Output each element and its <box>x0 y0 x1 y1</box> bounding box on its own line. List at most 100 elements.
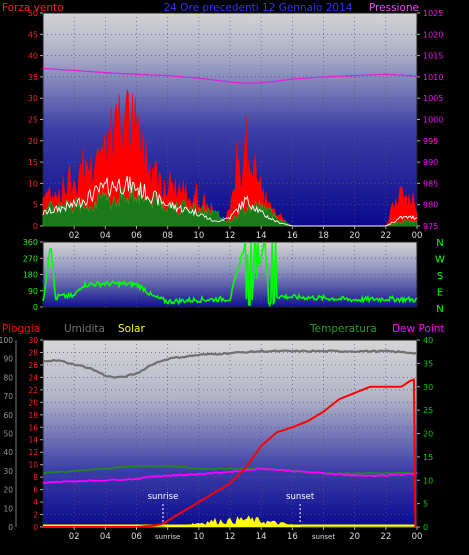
atmosphere-time-axis-tick-label: 04 <box>100 532 111 542</box>
wind-time-axis-tick-label: 08 <box>162 231 173 241</box>
atmosphere-time-axis-tick-label: 12 <box>225 532 236 542</box>
legend-temperatura: Temperatura <box>309 323 377 335</box>
sun-annotations: sunrise sunset <box>148 492 315 524</box>
rain-axis-tick-label: 10 <box>28 461 38 470</box>
temperature-axis-tick-label: 20 <box>423 430 433 439</box>
wind-axis-tick-label: 25 <box>28 116 38 125</box>
wind-axis-tick-label: 50 <box>28 9 38 18</box>
sunrise-label: sunrise <box>148 492 179 502</box>
wind-time-axis-tick-label: 10 <box>193 231 204 241</box>
temperature-axis-tick-label: 0 <box>423 523 428 532</box>
wind-time-axis: 02 04 06 08 10 12 14 16 18 20 22 00 <box>69 226 423 241</box>
wind-time-axis-tick-label: 00 <box>412 231 423 241</box>
direction-axis-tick-label: 90 <box>28 287 38 296</box>
direction-degree-axis: 0 90 180 270 360 <box>23 238 43 312</box>
rain-axis-tick-label: 14 <box>28 436 38 445</box>
rain-axis-tick-label: 26 <box>28 361 38 370</box>
compass-letter: S <box>437 271 443 282</box>
humidity-axis-tick-label: 10 <box>3 504 13 513</box>
temperature-axis-tick-label: 5 <box>423 500 428 509</box>
chart-title: 24 Ore precedenti 12 Gennaio 2014 <box>164 2 353 14</box>
temperature-axis-tick-label: 30 <box>423 383 433 392</box>
pressure-axis-tick-label: 1015 <box>423 52 443 61</box>
rain-axis-tick-label: 12 <box>28 448 38 457</box>
temperature-axis-tick-label: 35 <box>423 359 433 368</box>
atmosphere-time-axis-tick-label: 10 <box>193 532 204 542</box>
pressure-axis-tick-label: 975 <box>423 222 438 231</box>
rain-axis-tick-label: 6 <box>33 486 38 495</box>
atmosphere-time-axis-tick-label: 00 <box>412 532 423 542</box>
wind-speed-axis: 0 5 10 15 20 25 30 35 40 45 50 <box>28 9 43 231</box>
atmosphere-time-axis-tick-label: sunset <box>312 533 335 541</box>
compass-letter: W <box>435 255 445 266</box>
wind-time-axis-tick-label: 02 <box>69 231 80 241</box>
temperature-axis-tick-label: 15 <box>423 453 433 462</box>
rain-axis-tick-label: 4 <box>33 498 38 507</box>
rain-axis-tick-label: 0 <box>33 523 38 532</box>
atmosphere-time-axis-tick-label: 06 <box>131 532 142 542</box>
rain-axis-tick-label: 16 <box>28 423 38 432</box>
humidity-axis: 0 10 20 30 40 50 60 70 80 90 100 <box>0 336 17 532</box>
wind-axis-tick-label: 40 <box>28 52 38 61</box>
humidity-line <box>42 349 418 379</box>
wind-axis-tick-label: 15 <box>28 158 38 167</box>
rain-axis-tick-label: 20 <box>28 398 38 407</box>
pressure-line <box>42 67 418 84</box>
wind-axis-tick-label: 0 <box>33 222 38 231</box>
pressure-axis-tick-label: 980 <box>423 201 438 210</box>
wind-time-axis-tick-label: 06 <box>131 231 142 241</box>
rain-axis-tick-label: 18 <box>28 411 38 420</box>
rain-axis-tick-label: 24 <box>28 373 38 382</box>
rain-axis-tick-label: 8 <box>33 473 38 482</box>
pressure-axis-tick-label: 1020 <box>423 30 443 39</box>
wind-time-axis-tick-label: 20 <box>349 231 360 241</box>
wind-axis-tick-label: 45 <box>28 30 38 39</box>
atmosphere-plot-background <box>42 339 418 528</box>
wind-time-axis-tick-label: 04 <box>100 231 111 241</box>
pressure-axis-tick-label: 985 <box>423 179 438 188</box>
atmosphere-time-axis: 02 04 06 sunrise 10 12 14 16 sunset 20 22 00 <box>69 527 423 542</box>
rain-axis-tick-label: 28 <box>28 348 38 357</box>
pressure-axis-tick-label: 1010 <box>423 73 443 82</box>
humidity-axis-tick-label: 90 <box>3 355 13 364</box>
atmosphere-time-axis-tick-label: sunrise <box>155 533 180 541</box>
pressure-axis-tick-label: 990 <box>423 158 438 167</box>
pressure-axis-tick-label: 1025 <box>423 9 443 18</box>
direction-axis-tick-label: 180 <box>23 271 38 280</box>
compass-letter: N <box>436 238 443 249</box>
temperature-axis-tick-label: 10 <box>423 476 433 485</box>
temperature-axis-tick-label: 40 <box>423 336 433 345</box>
atmosphere-time-axis-tick-label: 02 <box>69 532 80 542</box>
legend-pioggia: Pioggia <box>2 323 40 335</box>
humidity-axis-tick-label: 30 <box>3 467 13 476</box>
rain-axis-tick-label: 2 <box>33 511 38 520</box>
wind-axis-tick-label: 30 <box>28 94 38 103</box>
rain-axis-tick-label: 30 <box>28 336 38 345</box>
wind-time-axis-tick-label: 12 <box>225 231 236 241</box>
wind-series <box>42 67 418 227</box>
compass-letter: E <box>437 288 443 299</box>
humidity-axis-tick-label: 50 <box>3 430 13 439</box>
humidity-axis-tick-label: 0 <box>8 523 13 532</box>
temperature-line <box>42 464 418 475</box>
legend-umidita: Umidita <box>64 323 105 335</box>
direction-grid <box>43 242 417 307</box>
wind-chart-left-label: Forza vento <box>2 2 64 14</box>
wind-axis-tick-label: 5 <box>33 201 38 210</box>
compass-letter: N <box>436 304 443 315</box>
rain-axis-tick-label: 22 <box>28 386 38 395</box>
atmosphere-time-axis-tick-label: 20 <box>349 532 360 542</box>
wind-time-axis-tick-label: 18 <box>318 231 329 241</box>
humidity-axis-tick-label: 100 <box>0 336 13 345</box>
pressure-axis-tick-label: 995 <box>423 137 438 146</box>
wind-time-axis-tick-label: 22 <box>380 231 391 241</box>
pressure-axis: 975 980 985 990 995 1000 1005 1010 1015 1020 1025 <box>417 9 443 231</box>
wind-axis-tick-label: 35 <box>28 73 38 82</box>
temperature-axis: 0 5 10 15 20 25 30 35 40 <box>417 336 433 532</box>
wind-axis-tick-label: 20 <box>28 137 38 146</box>
